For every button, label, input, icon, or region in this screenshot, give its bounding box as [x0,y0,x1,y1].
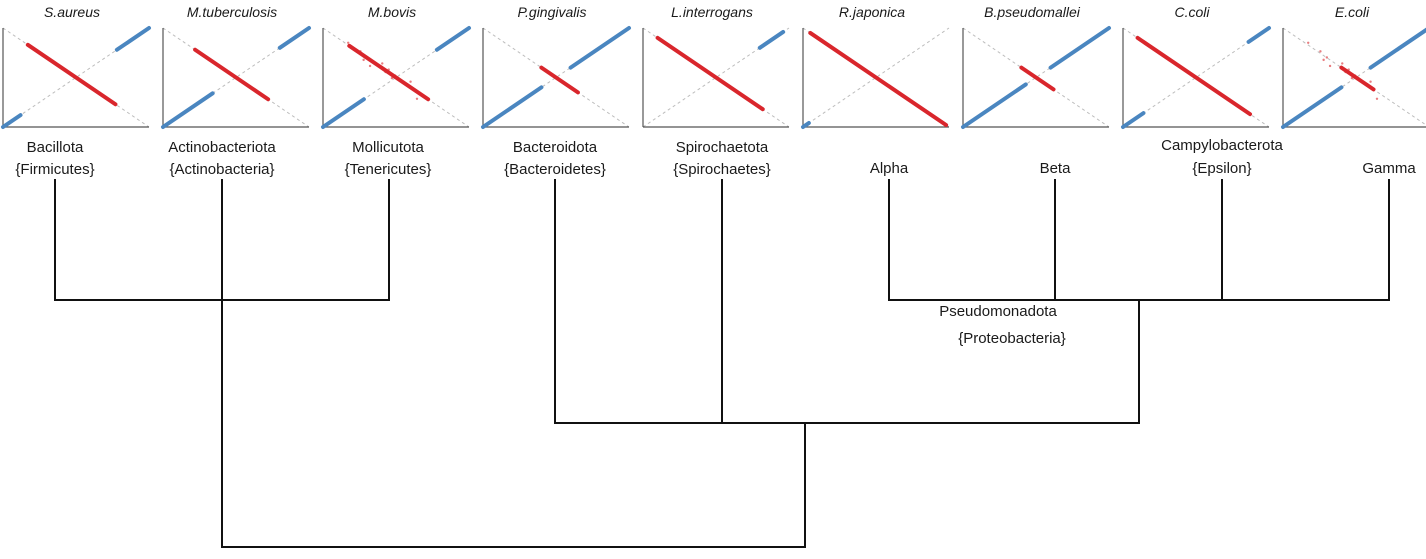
phylum-label: Bacillota {Firmicutes} [0,137,135,181]
scatter-dot [365,56,369,59]
scatter-dot [381,62,384,65]
inverted-segment [655,35,765,112]
class-label-beta: Beta [1039,160,1071,177]
leading-strand-segment [801,121,811,129]
inverted-segment [539,65,580,95]
species-label: R.japonica [838,4,906,20]
species-label: M.tuberculosis [186,4,278,20]
phylum-name: Mollicutota [352,139,424,156]
species-label: P.gingivalis [517,4,587,20]
scatter-dot [1350,76,1354,80]
phylum-name: Spirochaetota [675,139,769,156]
scatter-dot [347,41,350,44]
tree-branch [554,179,1140,424]
scatter-dot [406,82,409,86]
phylum-name: Bacteroidota [512,139,598,156]
phylum-former-name: {Actinobacteria} [169,161,275,178]
phylum-label-campylobacterota: Campylobacterota [1161,137,1283,154]
leading-strand-segment [1048,26,1111,70]
leading-strand-segment [568,26,631,70]
phylum-label: Bacteroidota {Bacteroidetes} [475,137,635,181]
scatter-dot [390,76,394,80]
leading-strand-segment [757,29,786,50]
scatter-dot [393,74,397,77]
inverted-segment [347,43,431,102]
scatter-dot [368,64,372,68]
scatter-dot [1353,74,1357,77]
phylum-name: Actinobacteriota [168,139,276,156]
class-label-alpha: Alpha [869,160,909,177]
genome-dotplot-panels [1,26,1426,129]
scatter-dot [412,89,415,92]
species-label: M.bovis [367,4,417,20]
phylum-label: Mollicutota {Tenericutes} [308,137,468,181]
leading-strand-segment [1121,111,1146,129]
scatter-dot [1366,82,1369,86]
scatter-dot [384,70,387,74]
proteobacteria-former-name: {Proteobacteria} [958,330,1066,347]
inverted-segment [25,42,118,107]
scatter-dot [1307,41,1310,44]
leading-strand-segment [1246,26,1271,44]
scatter-dot [1344,70,1347,74]
proteobacteria-label: Pseudomonadota [939,303,1057,320]
scatter-dot [362,58,365,62]
leading-strand-segment [434,26,471,52]
class-label-gamma: Gamma [1362,160,1416,177]
class-label-epsilon: {Epsilon} [1192,160,1252,177]
species-label: C.coli [1174,4,1210,20]
leading-strand-segment [161,91,215,129]
scatter-dot [1325,56,1329,59]
inverted-segment [808,30,949,128]
tree-branch [888,179,1390,301]
phylum-former-name: {Spirochaetes} [673,161,771,178]
scatter-dot [1372,89,1375,92]
scatter-dot [1369,80,1372,83]
inverted-segment [1135,35,1253,117]
leading-strand-segment [481,85,544,129]
phylum-label: Spirochaetota {Spirochaetes} [642,137,802,181]
leading-strand-segment [1281,85,1344,129]
scatter-dot [1347,68,1350,71]
species-label: E.coli [1334,4,1370,20]
inverted-segment [1019,65,1056,92]
species-label: L.interrogans [671,4,753,20]
leading-strand-segment [961,82,1028,129]
leading-strand-segment [1,113,23,129]
phylum-name: Bacillota [26,139,84,156]
scatter-dot [1319,50,1322,53]
leading-strand-segment [277,26,311,50]
scatter-dot [1322,58,1325,62]
scatter-dot [1375,97,1379,100]
phylum-former-name: {Bacteroidetes} [504,161,606,178]
leading-strand-segment [1368,27,1426,70]
leading-strand-segment [114,26,151,52]
leading-strand-segment [321,97,366,129]
species-label: S.aureus [43,4,101,20]
scatter-dot [359,50,362,53]
scatter-dot [409,80,412,83]
phylum-former-name: {Firmicutes} [15,161,95,178]
scatter-dot [1328,64,1332,68]
scatter-dot [1341,62,1344,65]
phylum-former-name: {Tenericutes} [344,161,432,178]
phylum-label: Actinobacteriota {Actinobacteria} [142,137,302,181]
tree-branch [221,299,806,548]
scatter-dot [387,68,390,71]
scatter-dot [415,97,419,100]
inverted-segment [1339,65,1376,92]
inverted-segment [193,47,271,102]
tree-branch [54,179,390,301]
species-label: B.pseudomallei [984,4,1080,20]
